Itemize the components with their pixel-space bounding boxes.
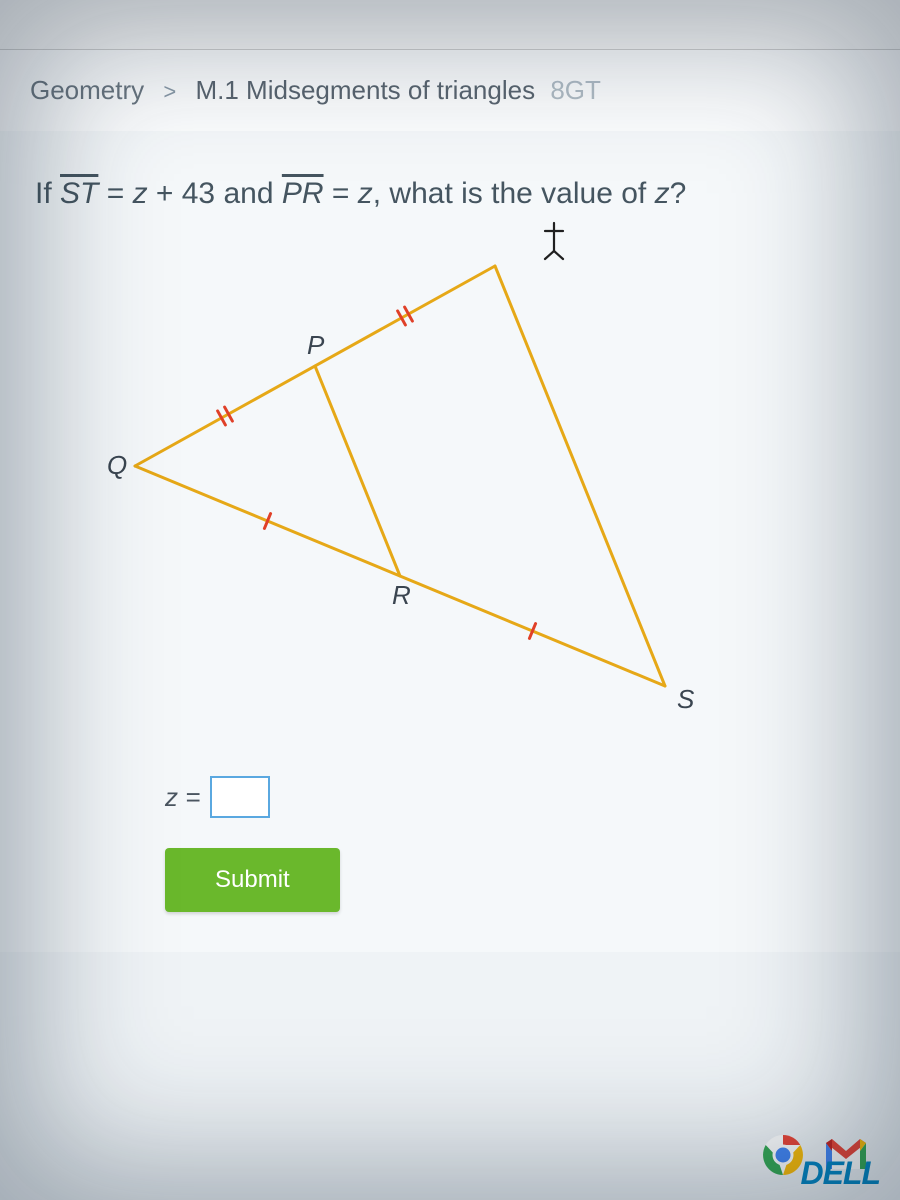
breadcrumb: Geometry > M.1 Midsegments of triangles …	[0, 50, 900, 131]
breadcrumb-topic[interactable]: M.1 Midsegments of triangles	[195, 75, 535, 105]
submit-button[interactable]: Submit	[165, 848, 340, 912]
triangle-diagram: Q P R S	[95, 246, 795, 746]
svg-text:S: S	[677, 684, 695, 714]
browser-top-bar	[0, 0, 900, 50]
dell-logo: DELL	[800, 1155, 880, 1192]
triangle-svg: Q P R S	[95, 246, 715, 726]
svg-text:R: R	[392, 580, 411, 610]
answer-label: z =	[165, 782, 200, 813]
answer-row: z =	[165, 776, 865, 818]
cursor-annotation	[535, 221, 573, 269]
content-area: If ST = z + 43 and PR = z, what is the v…	[0, 131, 900, 952]
answer-input[interactable]	[210, 776, 270, 818]
chevron-icon: >	[163, 79, 176, 104]
svg-text:Q: Q	[107, 450, 127, 480]
question-text: If ST = z + 43 and PR = z, what is the v…	[35, 171, 865, 216]
svg-text:P: P	[307, 330, 325, 360]
breadcrumb-code: 8GT	[550, 75, 601, 105]
breadcrumb-subject[interactable]: Geometry	[30, 75, 144, 105]
